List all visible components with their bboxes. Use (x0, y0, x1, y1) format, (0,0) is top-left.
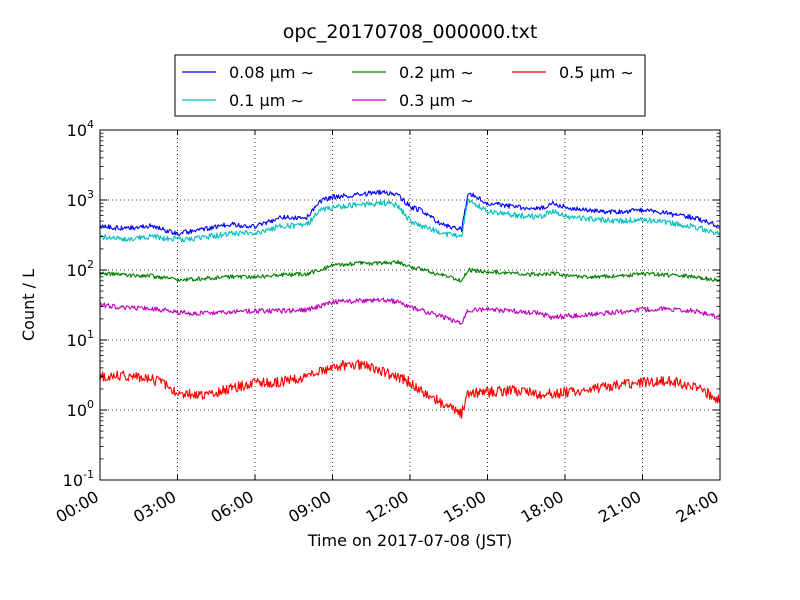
series-group (99, 189, 721, 419)
legend-label: 0.2 µm ∼ (399, 63, 474, 82)
series-line (99, 359, 721, 419)
legend-label: 0.1 µm ∼ (229, 91, 304, 110)
y-tick-label: 104 (67, 118, 94, 140)
series-line (99, 297, 721, 325)
y-tick-label: 100 (67, 398, 94, 420)
y-tick-label: 101 (67, 328, 94, 350)
grid (100, 130, 720, 480)
chart-title: opc_20170708_000000.txt (283, 21, 538, 43)
y-tick-label: 103 (67, 188, 94, 210)
legend-label: 0.5 µm ∼ (559, 63, 634, 82)
series-line (99, 189, 721, 237)
y-axis-label: Count / L (19, 269, 38, 341)
x-axis-label: Time on 2017-07-08 (JST) (307, 531, 512, 550)
legend-label: 0.08 µm ∼ (229, 63, 314, 82)
y-tick-label: 102 (67, 258, 94, 280)
legend: 0.08 µm ∼ 0.1 µm ∼ 0.2 µm ∼ 0.3 µm ∼ 0.5 µm … (174, 54, 646, 117)
legend-label: 0.3 µm ∼ (399, 91, 474, 110)
legend-box (174, 54, 646, 117)
series-line (99, 259, 721, 283)
series-line (99, 198, 721, 243)
y-tick-label: 10-1 (63, 468, 94, 490)
